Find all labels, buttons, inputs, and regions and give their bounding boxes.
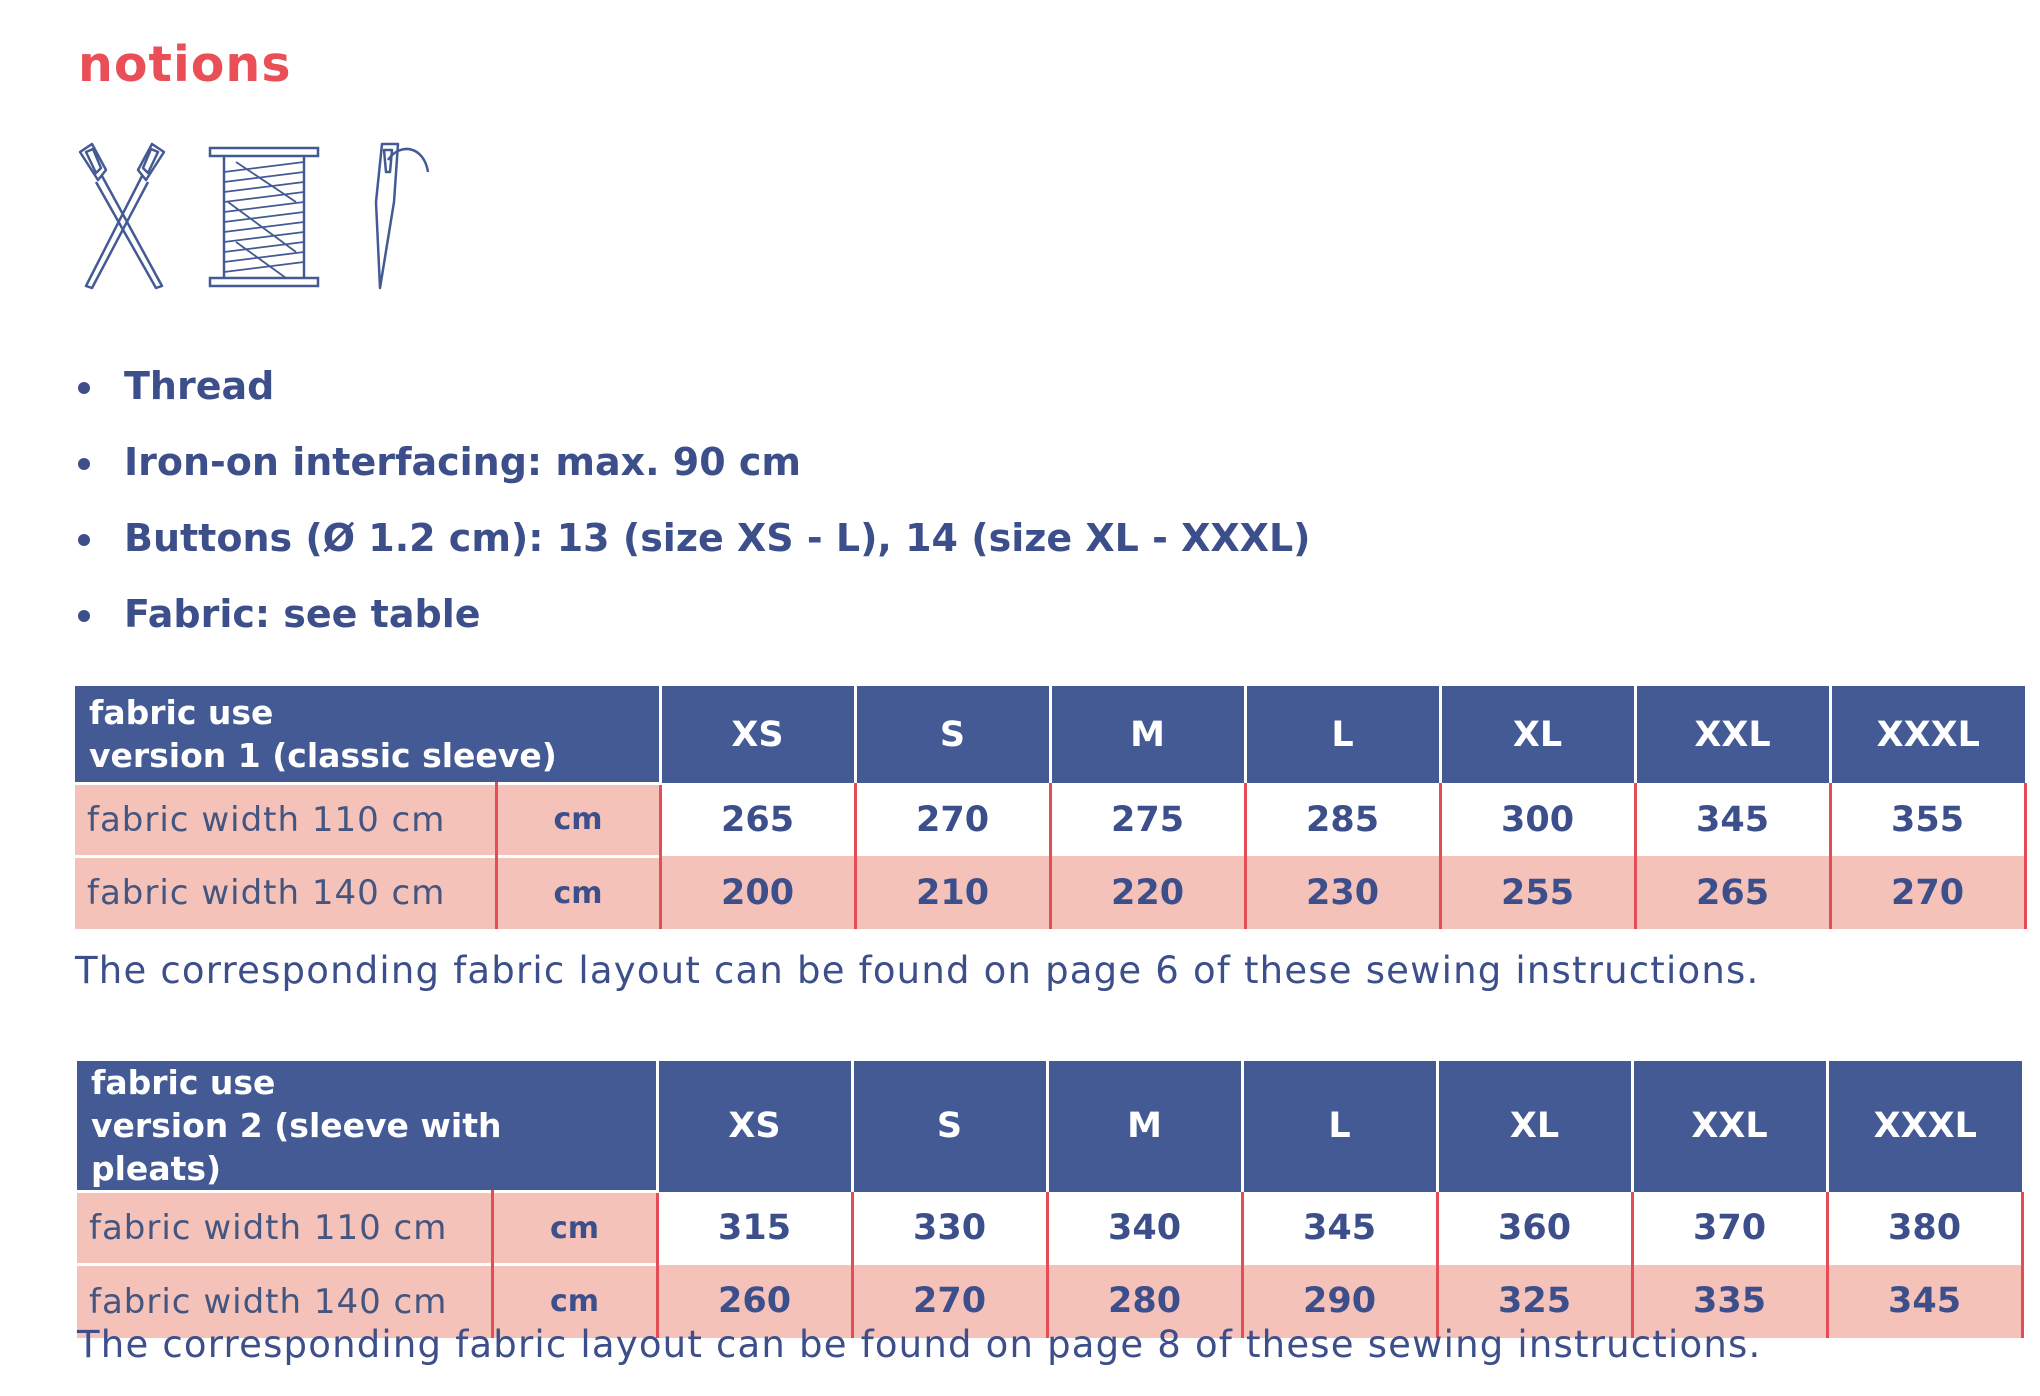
table-cell: 355 [1830, 783, 2027, 856]
table-cell: 315 [657, 1191, 854, 1265]
row-label: fabric width 110 cm [75, 781, 498, 856]
size-header: XL [1437, 1061, 1634, 1192]
size-header: L [1242, 1061, 1439, 1192]
row-label: fabric width 140 cm [77, 1263, 494, 1338]
table-row: fabric width 140 cm cm 260 270 280 290 3… [77, 1263, 2024, 1338]
size-header: L [1245, 686, 1442, 783]
list-item: Fabric: see table [76, 584, 1311, 660]
row-label: fabric width 110 cm [77, 1190, 494, 1265]
table-header-label: fabric use version 2 (sleeve with pleats… [77, 1061, 659, 1192]
size-header: M [1050, 686, 1247, 783]
notions-icons [72, 142, 452, 302]
size-header: S [852, 1061, 1049, 1192]
scissors-icon [78, 142, 166, 290]
size-header: XXL [1635, 686, 1832, 783]
size-header: XS [660, 686, 857, 783]
table-note: The corresponding fabric layout can be f… [75, 949, 1760, 992]
table-cell: 270 [852, 1264, 1049, 1338]
size-header: S [855, 686, 1052, 783]
list-item: Iron-on interfacing: max. 90 cm [76, 432, 1311, 508]
row-label: fabric width 140 cm [75, 854, 498, 929]
table-cell: 370 [1632, 1191, 1829, 1265]
notions-list: Thread Iron-on interfacing: max. 90 cm B… [76, 356, 1311, 660]
fabric-table-version-2: fabric use version 2 (sleeve with pleats… [77, 1061, 2024, 1338]
table-cell: 340 [1047, 1191, 1244, 1265]
table-cell: 270 [855, 783, 1052, 856]
table-cell: 325 [1437, 1264, 1634, 1338]
table-row: fabric width 140 cm cm 200 210 220 230 2… [75, 854, 2027, 929]
table-cell: 200 [660, 856, 857, 929]
table-cell: 300 [1440, 783, 1637, 856]
table-cell: 210 [855, 856, 1052, 929]
table-cell: 330 [852, 1191, 1049, 1265]
table-row: fabric width 110 cm cm 315 330 340 345 3… [77, 1190, 2024, 1265]
table-cell: 230 [1245, 856, 1442, 929]
size-header: XS [657, 1061, 854, 1192]
list-item: Buttons (Ø 1.2 cm): 13 (size XS - L), 14… [76, 508, 1311, 584]
table-cell: 280 [1047, 1264, 1244, 1338]
table-cell: 345 [1242, 1191, 1439, 1265]
table-cell: 290 [1242, 1264, 1439, 1338]
table-cell: 260 [657, 1264, 854, 1338]
table-cell: 265 [660, 783, 857, 856]
size-header: XXL [1632, 1061, 1829, 1192]
row-unit: cm [492, 1263, 659, 1338]
fabric-table-version-1: fabric use version 1 (classic sleeve) XS… [75, 686, 2027, 929]
size-header: XL [1440, 686, 1637, 783]
table-cell: 345 [1635, 783, 1832, 856]
page-title: notions [78, 36, 292, 93]
table-header-label: fabric use version 1 (classic sleeve) [75, 686, 662, 783]
table-cell: 345 [1827, 1264, 2024, 1338]
row-unit: cm [492, 1190, 659, 1265]
table-note: The corresponding fabric layout can be f… [77, 1323, 1762, 1366]
table-cell: 335 [1632, 1264, 1829, 1338]
table-cell: 380 [1827, 1191, 2024, 1265]
table-cell: 360 [1437, 1191, 1634, 1265]
thread-spool-icon [208, 146, 320, 288]
table-cell: 275 [1050, 783, 1247, 856]
table-cell: 220 [1050, 856, 1247, 929]
table-cell: 285 [1245, 783, 1442, 856]
list-item: Thread [76, 356, 1311, 432]
row-unit: cm [496, 781, 662, 856]
needle-icon [374, 142, 430, 290]
row-unit: cm [496, 854, 662, 929]
size-header: XXXL [1830, 686, 2026, 783]
table-cell: 265 [1635, 856, 1832, 929]
table-row: fabric width 110 cm cm 265 270 275 285 3… [75, 781, 2027, 856]
size-header: M [1047, 1061, 1244, 1192]
table-cell: 255 [1440, 856, 1637, 929]
size-header: XXXL [1827, 1061, 2023, 1192]
table-cell: 270 [1830, 856, 2027, 929]
